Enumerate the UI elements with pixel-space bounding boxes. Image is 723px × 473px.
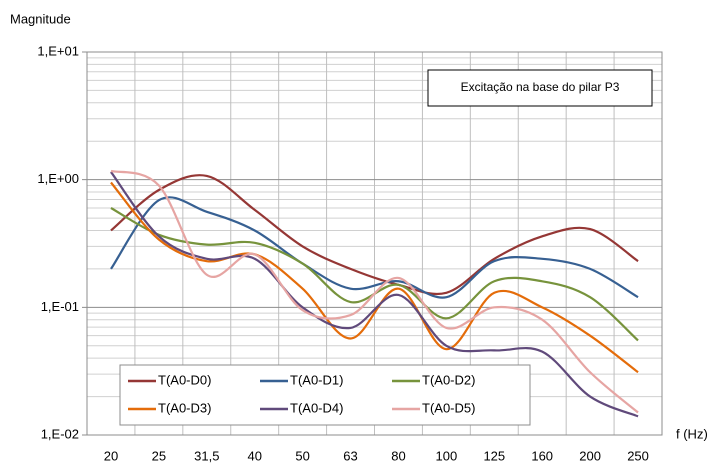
series-line	[110, 207, 639, 342]
legend-label: T(A0-D2)	[422, 372, 475, 387]
x-axis-label: f (Hz)	[676, 426, 708, 441]
y-axis-label: Magnitude	[10, 11, 71, 26]
series-line	[110, 169, 639, 414]
y-tick-label: 1,E+00	[37, 171, 79, 186]
x-tick-label: 200	[579, 448, 601, 463]
x-tick-label: 100	[436, 448, 458, 463]
annotation: Excitação na base do pilar P3	[461, 80, 620, 94]
x-tick-label: 250	[627, 448, 649, 463]
x-tick-label: 25	[152, 448, 166, 463]
y-tick-label: 1,E-02	[41, 426, 79, 441]
legend-label: T(A0-D0)	[158, 372, 211, 387]
x-tick-label: 31,5	[194, 448, 219, 463]
series-line	[110, 171, 639, 418]
legend-box	[119, 364, 531, 426]
legend-label: T(A0-D5)	[422, 400, 475, 415]
x-tick-label: 125	[483, 448, 505, 463]
annotation-box	[427, 69, 653, 107]
legend-label: T(A0-D4)	[290, 400, 343, 415]
x-tick-label: 63	[343, 448, 357, 463]
y-tick-label: 1,E+01	[37, 43, 79, 58]
series-line	[110, 196, 639, 299]
legend-label: T(A0-D1)	[290, 372, 343, 387]
plot-border	[86, 51, 663, 436]
y-tick-label: 1,E-01	[41, 299, 79, 314]
x-tick-label: 50	[295, 448, 309, 463]
x-tick-label: 80	[391, 448, 405, 463]
legend-label: T(A0-D3)	[158, 400, 211, 415]
x-tick-label: 40	[247, 448, 261, 463]
x-tick-label: 20	[104, 448, 118, 463]
x-tick-label: 160	[531, 448, 553, 463]
series-line	[110, 174, 639, 296]
